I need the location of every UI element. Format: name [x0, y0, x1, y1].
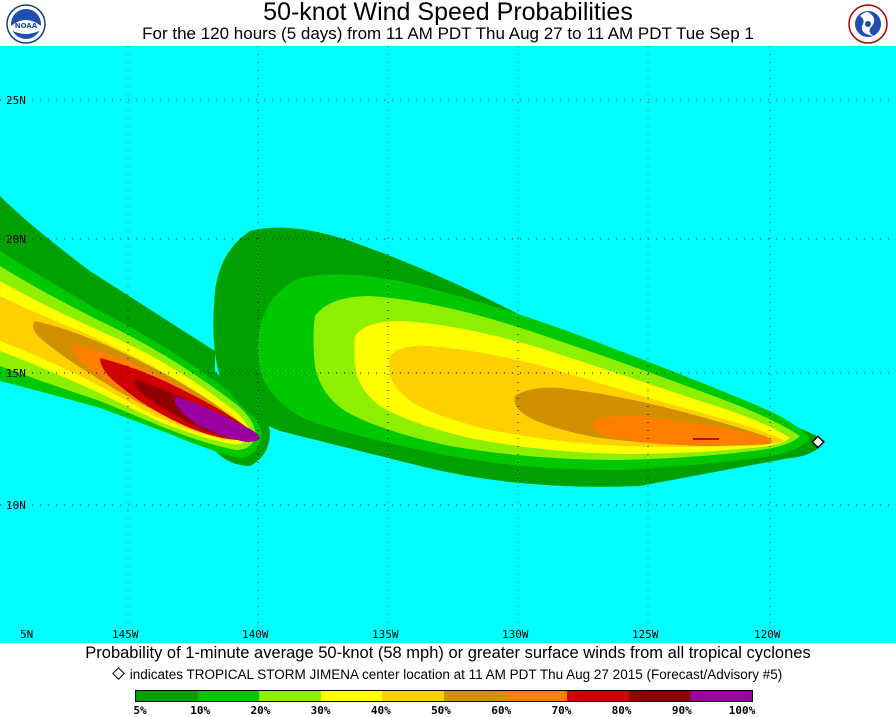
- legend-label: 80%: [611, 704, 632, 717]
- nws-logo-icon: [848, 4, 888, 44]
- legend-swatch: [320, 691, 383, 701]
- legend-label: 5%: [133, 704, 147, 717]
- legend-label: 50%: [431, 704, 451, 717]
- legend-label: 30%: [310, 704, 331, 717]
- legend-labels: 5% 10% 20% 30% 40% 50% 60% 70% 80% 90% 100%: [0, 704, 896, 717]
- legend-label: 90%: [671, 704, 692, 717]
- lon-label: 135W: [372, 628, 399, 641]
- probability-map: 25N 20N 15N 10N 5N 145W 140W 135W 130W 1…: [0, 46, 896, 643]
- page-title: 50-knot Wind Speed Probabilities: [263, 0, 633, 26]
- lat-label: 10N: [6, 499, 26, 512]
- legend-swatch: [690, 691, 752, 701]
- lat-label: 5N: [20, 628, 33, 641]
- legend-label: 60%: [491, 704, 512, 717]
- legend-swatch: [197, 691, 260, 701]
- legend-swatch: [505, 691, 568, 701]
- legend-label: 10%: [190, 704, 211, 717]
- legend-swatch: [443, 691, 506, 701]
- legend-swatch: [136, 691, 198, 701]
- legend-swatch: [259, 691, 321, 701]
- noaa-logo-icon: NOAA: [6, 4, 46, 44]
- legend-label: 100%: [728, 704, 756, 717]
- storm-center-diamond-icon: [811, 435, 825, 449]
- svg-text:NOAA: NOAA: [15, 22, 38, 30]
- page-subtitle: For the 120 hours (5 days) from 11 AM PD…: [142, 24, 754, 43]
- lat-label: 25N: [6, 94, 26, 107]
- header: NOAA 50-knot Wind Speed Probabilities Fo…: [0, 0, 896, 46]
- lat-lon-grid: [0, 46, 896, 631]
- lat-label: 15N: [6, 367, 26, 380]
- marker-note-text: indicates TROPICAL STORM JIMENA center l…: [129, 667, 783, 682]
- storm-marker-note: indicates TROPICAL STORM JIMENA center l…: [0, 666, 896, 684]
- probability-legend: 5% 10% 20% 30% 40% 50% 60% 70% 80% 90% 100%: [0, 689, 896, 717]
- lon-label: 120W: [754, 628, 781, 641]
- map-caption: Probability of 1-minute average 50-knot …: [85, 644, 811, 662]
- lon-label: 125W: [632, 628, 659, 641]
- eastern-probability-swath: [213, 227, 826, 487]
- legend-swatch: [628, 691, 691, 701]
- legend-color-bar: [135, 690, 753, 702]
- lon-label: 145W: [112, 628, 139, 641]
- storm-diamond-icon: [111, 667, 125, 680]
- legend-label: 40%: [370, 704, 391, 717]
- lon-label: 140W: [242, 628, 269, 641]
- legend-label: 20%: [250, 704, 271, 717]
- legend-swatch: [382, 691, 444, 701]
- legend-swatch: [567, 691, 629, 701]
- legend-label: 70%: [551, 704, 572, 717]
- lat-label: 20N: [6, 233, 26, 246]
- lon-label: 130W: [502, 628, 529, 641]
